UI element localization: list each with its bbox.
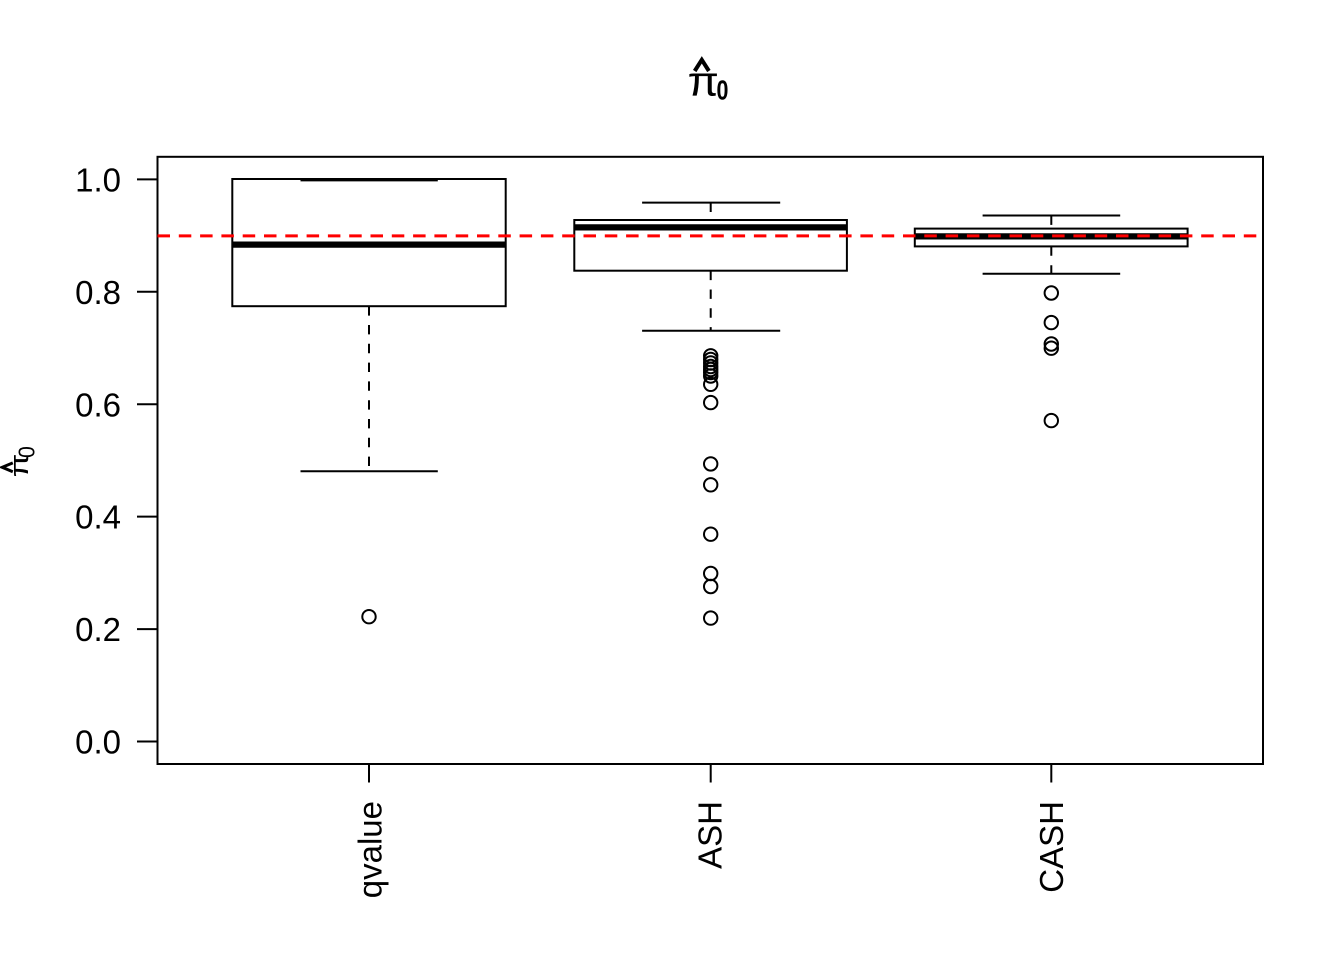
svg-text:qvalue: qvalue xyxy=(352,801,389,898)
svg-text:0.6: 0.6 xyxy=(75,386,121,423)
svg-text:1.0: 1.0 xyxy=(75,162,121,199)
svg-text:0: 0 xyxy=(717,76,729,106)
svg-text:π: π xyxy=(688,58,719,105)
svg-text:ASH: ASH xyxy=(692,801,729,869)
svg-text:0.0: 0.0 xyxy=(75,724,121,761)
svg-text:0.8: 0.8 xyxy=(75,274,121,311)
svg-text:0.4: 0.4 xyxy=(75,499,121,536)
svg-text:0: 0 xyxy=(14,446,40,458)
svg-text:0.2: 0.2 xyxy=(75,611,121,648)
svg-text:CASH: CASH xyxy=(1033,801,1070,893)
